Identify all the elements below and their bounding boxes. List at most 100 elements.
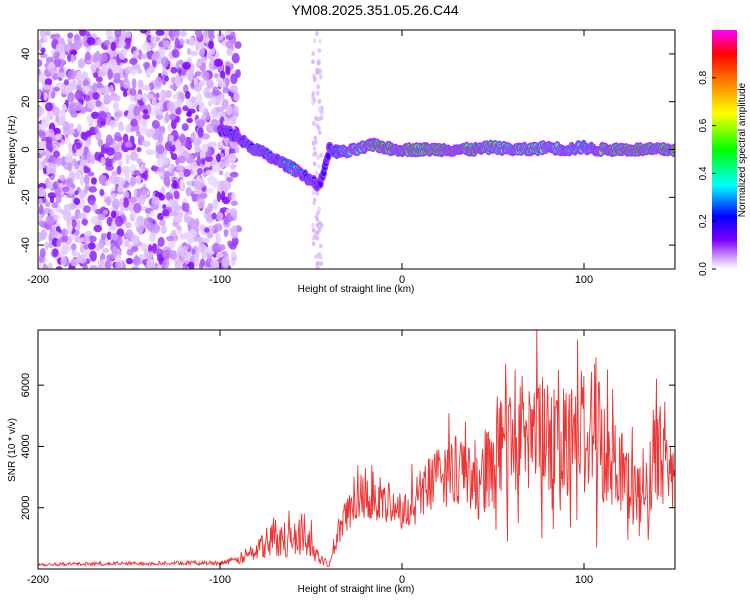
noise-speck	[38, 39, 43, 51]
noise-speck	[98, 87, 107, 94]
noise-speck	[106, 196, 112, 206]
noise-speck	[122, 90, 128, 98]
noise-speck	[224, 135, 229, 147]
noise-speck	[67, 70, 72, 81]
noise-speck	[114, 30, 122, 38]
noise-speck	[207, 245, 213, 255]
noise-speck	[197, 127, 204, 138]
noise-speck	[218, 170, 224, 176]
noise-speck	[194, 82, 203, 93]
noise-speck	[124, 68, 130, 76]
noise-speck	[87, 171, 95, 177]
noise-speck	[186, 117, 194, 124]
noise-speck	[179, 133, 186, 144]
noise-speck	[230, 200, 238, 206]
noise-speck	[159, 219, 166, 227]
noise-speck	[145, 68, 152, 78]
noise-speck	[57, 37, 65, 44]
noise-speck	[131, 266, 140, 269]
x-tick-label: -200	[27, 574, 49, 586]
noise-speck	[105, 134, 113, 146]
spectrogram-x-axis-title: Height of straight line (km)	[298, 284, 415, 295]
noise-speck	[219, 70, 226, 79]
noise-speck	[128, 110, 133, 116]
noise-speck	[204, 91, 212, 99]
noise-speck	[55, 266, 63, 269]
stripe-speck	[317, 58, 321, 64]
noise-speck	[44, 30, 51, 37]
noise-speck	[82, 78, 90, 88]
noise-speck	[104, 161, 113, 167]
noise-speck	[112, 245, 118, 257]
noise-speck	[70, 243, 77, 251]
noise-speck	[38, 220, 47, 227]
noise-speck	[87, 242, 96, 250]
noise-speck	[86, 151, 92, 159]
noise-speck	[207, 175, 216, 186]
snr-panel: -200 -100 0 100 2000 4000 6000 Height of stra…	[7, 329, 676, 595]
noise-speck	[125, 123, 133, 133]
noise-speck	[114, 261, 122, 269]
snr-x-ticks: -200 -100 0 100	[27, 330, 593, 586]
noise-speck	[42, 207, 52, 215]
noise-speck	[224, 158, 229, 165]
page-title: YM08.2025.351.05.26.C44	[291, 2, 459, 18]
noise-speck	[130, 118, 138, 127]
noise-speck	[208, 40, 215, 50]
snr-y-axis-title: SNR (10 * v/v)	[7, 418, 18, 482]
noise-speck	[74, 190, 79, 196]
stripe-speck	[313, 234, 318, 240]
noise-speck	[210, 258, 219, 269]
noise-speck	[97, 264, 103, 269]
stripe-speck	[313, 135, 318, 141]
stripe-speck	[315, 116, 319, 122]
noise-speck	[132, 256, 141, 267]
noise-speck	[133, 105, 141, 116]
noise-speck	[149, 210, 155, 217]
noise-speck	[133, 202, 142, 214]
noise-speck	[150, 34, 157, 44]
noise-speck	[162, 258, 170, 269]
noise-speck	[207, 202, 213, 213]
noise-speck	[185, 111, 192, 117]
noise-speck	[103, 94, 113, 104]
y-tick-label: -20	[20, 189, 32, 205]
stripe-speck	[319, 261, 324, 267]
noise-speck	[156, 248, 162, 255]
noise-speck	[100, 156, 106, 167]
noise-speck	[102, 209, 109, 215]
noise-speck	[147, 244, 153, 254]
noise-speck	[212, 163, 221, 173]
noise-speck	[178, 38, 185, 46]
stripe-speck	[314, 139, 318, 145]
noise-speck	[231, 192, 237, 201]
noise-speck	[76, 219, 81, 231]
noise-speck	[137, 93, 142, 101]
noise-speck	[82, 85, 91, 93]
noise-speck	[73, 197, 81, 206]
stripe-speck	[317, 163, 321, 169]
noise-speck	[134, 221, 139, 227]
noise-speck	[215, 106, 225, 112]
noise-speck	[196, 119, 206, 128]
noise-speck	[169, 134, 174, 142]
colorbar-tick-label: 0.4	[698, 166, 709, 180]
noise-speck	[93, 72, 99, 79]
noise-speck	[40, 121, 49, 132]
x-tick-label: 100	[575, 574, 593, 586]
noise-speck	[194, 71, 202, 77]
stripe-speck	[317, 130, 322, 136]
noise-speck	[215, 252, 224, 258]
colorbar-tick-label: 0.2	[698, 214, 709, 228]
noise-speck	[99, 52, 108, 63]
noise-speck	[60, 256, 67, 266]
noise-speck	[155, 144, 165, 155]
noise-speck	[181, 263, 188, 269]
noise-speck	[192, 180, 202, 190]
noise-speck	[64, 208, 72, 218]
noise-speck	[59, 174, 66, 182]
spectrogram-y-axis-title: Frequency (Hz)	[7, 116, 18, 185]
noise-speck	[162, 40, 170, 48]
noise-speck	[56, 239, 62, 248]
